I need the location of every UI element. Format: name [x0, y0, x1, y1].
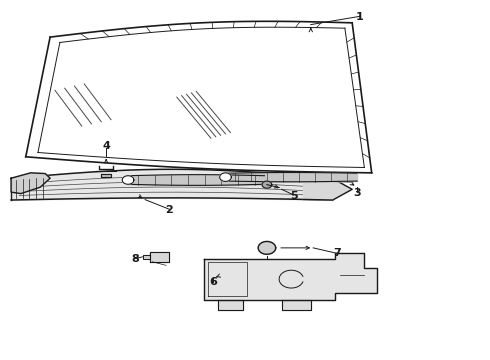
Polygon shape [262, 181, 272, 188]
Text: 8: 8 [131, 253, 139, 264]
Text: 2: 2 [166, 205, 173, 215]
Polygon shape [101, 174, 111, 177]
Text: 5: 5 [290, 191, 297, 201]
Polygon shape [282, 300, 311, 310]
Polygon shape [258, 242, 276, 254]
Polygon shape [11, 173, 50, 194]
Polygon shape [303, 176, 352, 200]
Polygon shape [122, 176, 134, 184]
Polygon shape [150, 252, 169, 262]
Text: 7: 7 [334, 248, 342, 258]
Polygon shape [143, 255, 150, 259]
Text: 4: 4 [102, 141, 110, 151]
Text: 3: 3 [353, 188, 361, 198]
Polygon shape [203, 253, 376, 300]
Text: 6: 6 [209, 277, 217, 287]
Polygon shape [218, 300, 243, 310]
Text: 1: 1 [356, 13, 364, 22]
Polygon shape [220, 173, 231, 181]
